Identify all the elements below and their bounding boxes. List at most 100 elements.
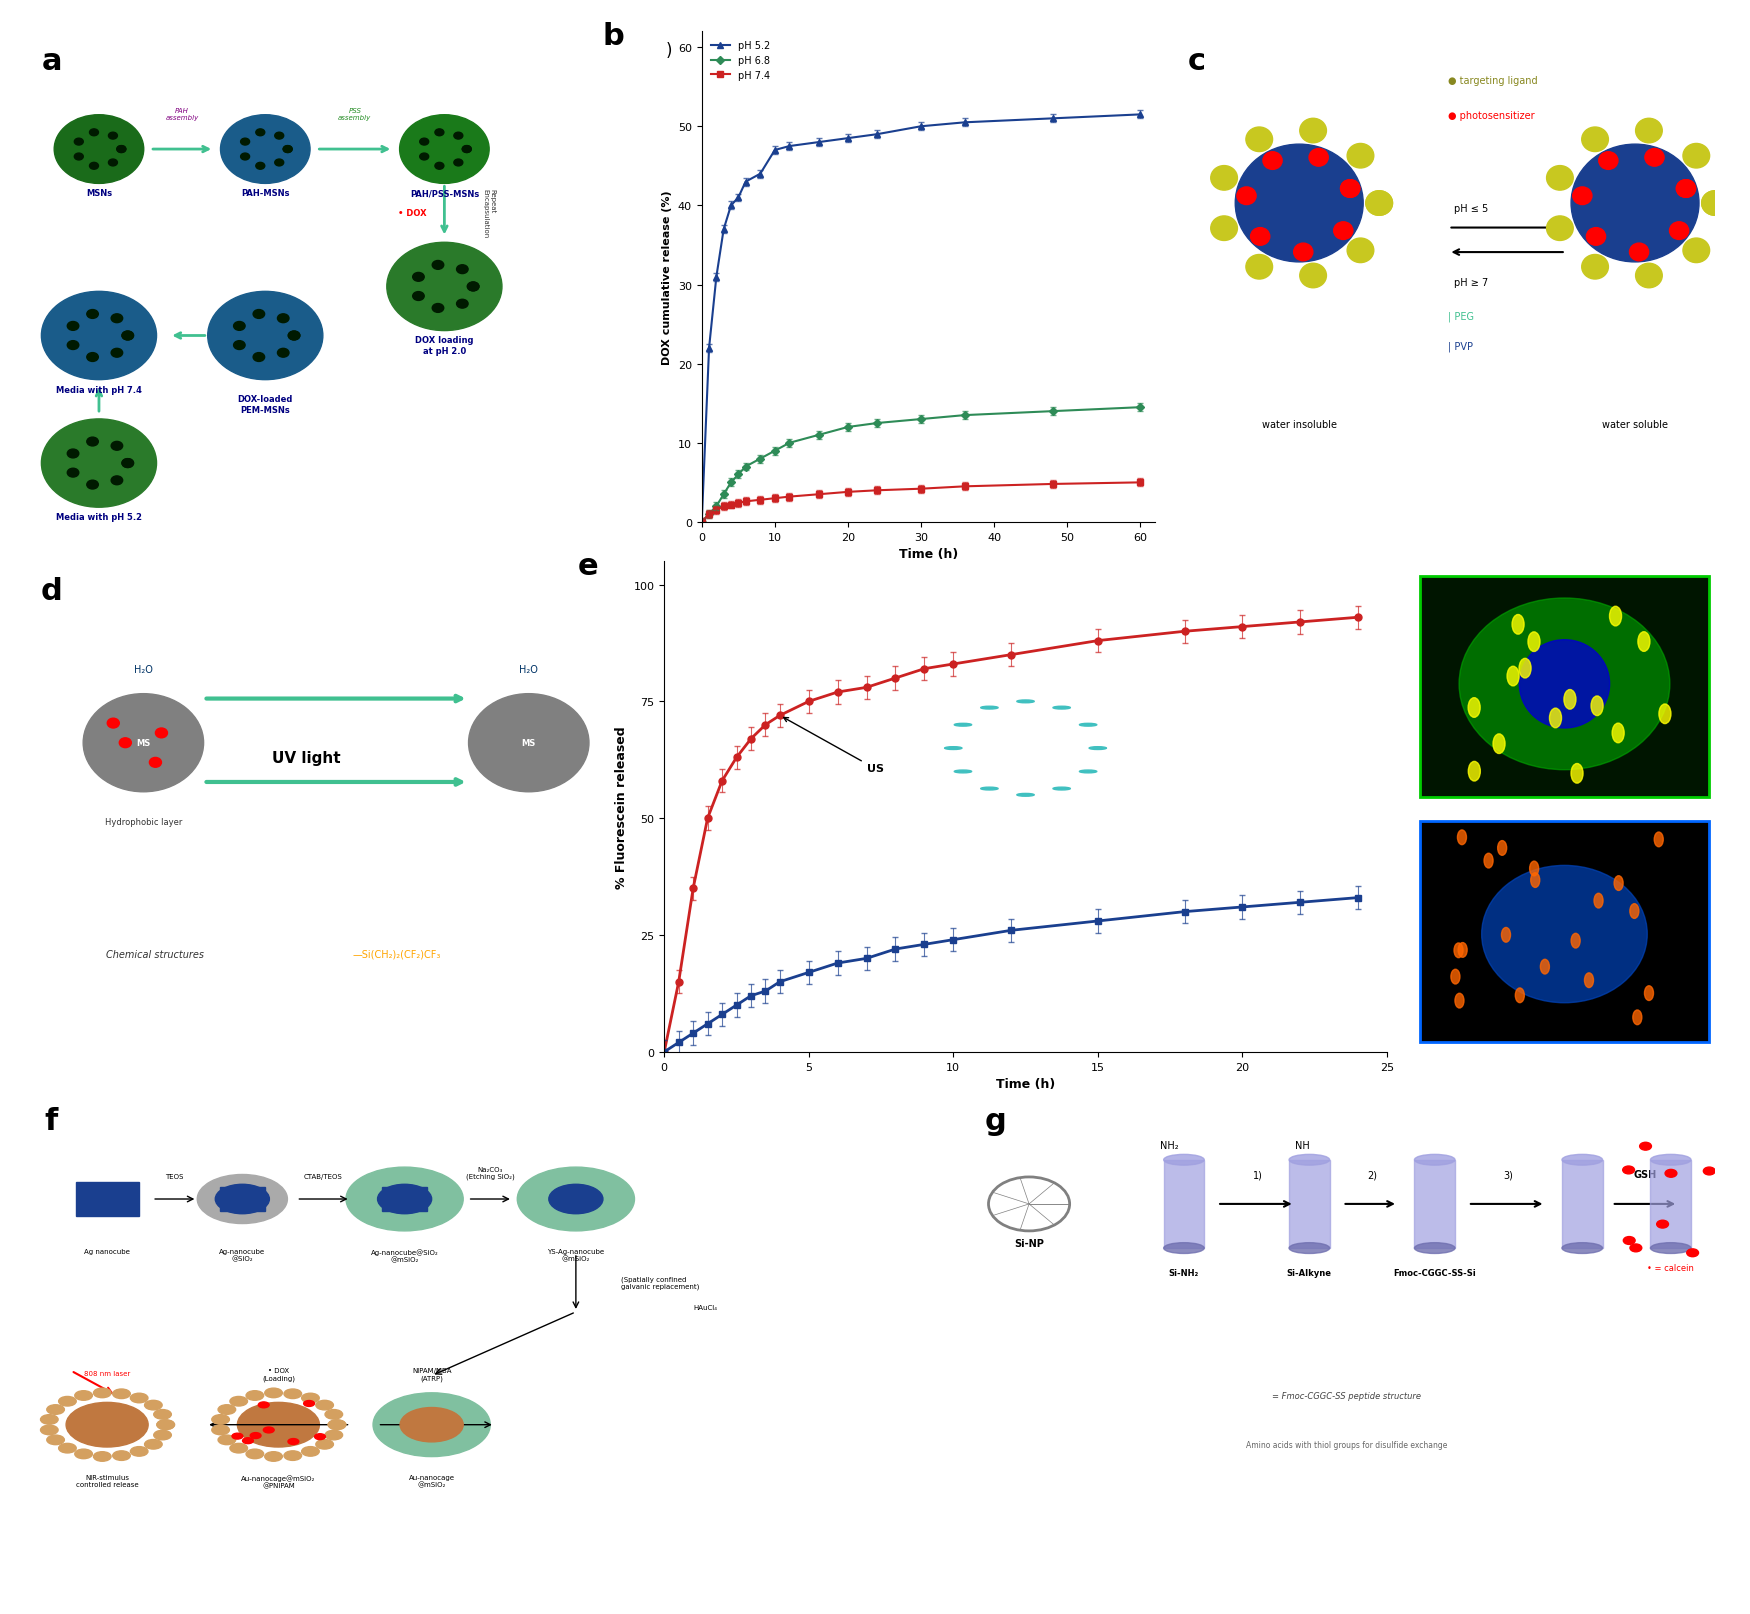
Text: PAH
assembly: PAH assembly — [166, 108, 200, 121]
pH 5.2 — [1130, 105, 1152, 124]
Circle shape — [1472, 763, 1484, 783]
Circle shape — [1493, 654, 1505, 675]
Ellipse shape — [1290, 1243, 1330, 1254]
Circle shape — [93, 1388, 110, 1398]
Text: e: e — [578, 552, 598, 581]
no US — [914, 935, 934, 954]
US — [1087, 631, 1108, 650]
Circle shape — [1340, 181, 1360, 199]
pH 6.8 — [779, 434, 800, 454]
no US — [740, 986, 761, 1006]
Text: DOX loading
at pH 2.0: DOX loading at pH 2.0 — [415, 336, 474, 355]
Text: Amino acids with thiol groups for disulfide exchange: Amino acids with thiol groups for disulf… — [1246, 1440, 1447, 1449]
Text: MS: MS — [522, 739, 536, 747]
Circle shape — [145, 1440, 163, 1449]
Circle shape — [74, 153, 84, 161]
Text: water insoluble: water insoluble — [1262, 420, 1337, 429]
US — [1232, 618, 1253, 638]
Ellipse shape — [1519, 641, 1610, 728]
Text: PSS
assembly: PSS assembly — [338, 108, 371, 121]
Circle shape — [149, 759, 161, 768]
Circle shape — [1365, 192, 1393, 216]
Circle shape — [247, 1391, 264, 1401]
Circle shape — [1348, 239, 1374, 263]
Circle shape — [1348, 144, 1374, 169]
no US — [712, 1006, 733, 1025]
Circle shape — [287, 1422, 299, 1428]
pH 6.8 — [838, 418, 859, 437]
US — [770, 707, 791, 726]
Circle shape — [1676, 181, 1696, 199]
Circle shape — [457, 300, 467, 308]
no US — [1290, 893, 1311, 912]
US — [856, 678, 877, 697]
Circle shape — [1340, 181, 1360, 199]
Circle shape — [1017, 794, 1034, 797]
Circle shape — [1512, 931, 1521, 946]
Circle shape — [467, 282, 480, 292]
Circle shape — [1080, 723, 1097, 726]
Circle shape — [346, 1167, 464, 1231]
Circle shape — [93, 1453, 110, 1461]
Text: Si-NH₂: Si-NH₂ — [1169, 1269, 1199, 1277]
Text: water soluble: water soluble — [1601, 420, 1668, 429]
pH 5.2 — [728, 189, 749, 208]
Circle shape — [212, 1425, 229, 1435]
Circle shape — [1701, 192, 1729, 216]
Text: Repeat
Encapsulation: Repeat Encapsulation — [483, 189, 495, 239]
US — [726, 749, 747, 768]
Circle shape — [1577, 592, 1589, 612]
Circle shape — [1710, 1165, 1720, 1172]
Circle shape — [287, 1401, 298, 1407]
Circle shape — [1526, 712, 1538, 733]
Text: MSNs: MSNs — [86, 189, 112, 199]
Circle shape — [289, 332, 299, 341]
Circle shape — [75, 1449, 93, 1459]
US — [914, 660, 934, 679]
pH 6.8 — [705, 497, 726, 516]
Circle shape — [215, 1185, 270, 1214]
Circle shape — [399, 116, 490, 184]
Circle shape — [1624, 912, 1633, 926]
pH 7.4 — [808, 486, 829, 505]
Circle shape — [315, 1440, 334, 1449]
pH 7.4 — [1041, 475, 1062, 494]
no US — [886, 939, 906, 959]
Circle shape — [278, 349, 289, 358]
Ellipse shape — [1563, 1154, 1603, 1165]
Circle shape — [123, 332, 133, 341]
pH 7.4 — [714, 497, 735, 516]
pH 7.4 — [1130, 473, 1152, 492]
Text: TEOS: TEOS — [166, 1173, 184, 1180]
Circle shape — [154, 1430, 172, 1440]
Circle shape — [264, 1453, 282, 1461]
Circle shape — [1547, 166, 1573, 190]
Circle shape — [1264, 153, 1283, 171]
Text: Si-Alkyne: Si-Alkyne — [1286, 1269, 1332, 1277]
Text: Media with pH 5.2: Media with pH 5.2 — [56, 513, 142, 521]
Circle shape — [301, 1446, 318, 1456]
Circle shape — [420, 153, 429, 161]
Text: Na₂CO₃
(Etching SiO₂): Na₂CO₃ (Etching SiO₂) — [466, 1167, 514, 1180]
Circle shape — [436, 163, 444, 169]
Bar — [1164, 1160, 1204, 1248]
Circle shape — [1054, 707, 1071, 710]
no US — [943, 930, 964, 949]
Circle shape — [1701, 1236, 1712, 1244]
Circle shape — [1666, 883, 1675, 897]
Bar — [1414, 1160, 1454, 1248]
Circle shape — [60, 1443, 77, 1453]
US — [1290, 613, 1311, 633]
pH 5.2 — [714, 220, 735, 239]
pH 7.4 — [728, 494, 749, 513]
no US — [1232, 897, 1253, 917]
Circle shape — [108, 132, 117, 140]
Text: US: US — [784, 718, 884, 775]
Circle shape — [289, 332, 299, 341]
Circle shape — [1670, 223, 1689, 240]
Circle shape — [278, 315, 289, 323]
Circle shape — [282, 1438, 292, 1445]
no US — [1348, 888, 1368, 907]
X-axis label: Time (h): Time (h) — [900, 547, 957, 560]
Circle shape — [1600, 153, 1619, 171]
